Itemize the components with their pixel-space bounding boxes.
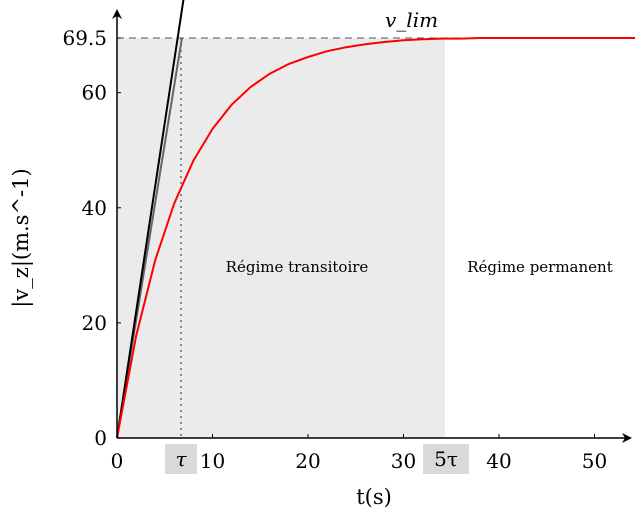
tangent-line — [116, 0, 185, 439]
velocity-curve — [116, 37, 635, 439]
tau-marker-box — [165, 444, 197, 474]
x-tick-label: 40 — [486, 449, 511, 473]
x-axis-arrow-icon — [622, 433, 632, 443]
region-label-transient: Régime transitoire — [226, 258, 369, 276]
five-tau-marker-label: 5τ — [434, 447, 458, 471]
y-axis-label: |v_z|(m.s^-1) — [9, 168, 34, 307]
y-axis-arrow-icon — [112, 9, 122, 19]
y-tick-label: 60 — [82, 81, 107, 105]
x-tick-label: 50 — [582, 449, 607, 473]
y-tick-label: 40 — [82, 196, 107, 220]
x-tick-label: 30 — [391, 449, 416, 473]
x-tick-label: 20 — [295, 449, 320, 473]
tau-marker-label: τ — [175, 447, 187, 471]
axis-ticks: 0 10 20 30 40 50 0 20 40 60 69.5 — [62, 26, 607, 473]
y-tick-label: 69.5 — [62, 26, 107, 50]
five-tau-marker-box — [423, 444, 469, 474]
x-tick-label: 10 — [200, 449, 225, 473]
x-tick-label: 0 — [111, 449, 124, 473]
region-label-permanent: Régime permanent — [467, 258, 612, 276]
y-tick-label: 20 — [82, 311, 107, 335]
transient-region — [117, 38, 445, 438]
y-tick-label: 0 — [94, 426, 107, 450]
vlim-annotation: v_lim — [385, 8, 438, 32]
x-axis-label: t(s) — [356, 485, 392, 509]
